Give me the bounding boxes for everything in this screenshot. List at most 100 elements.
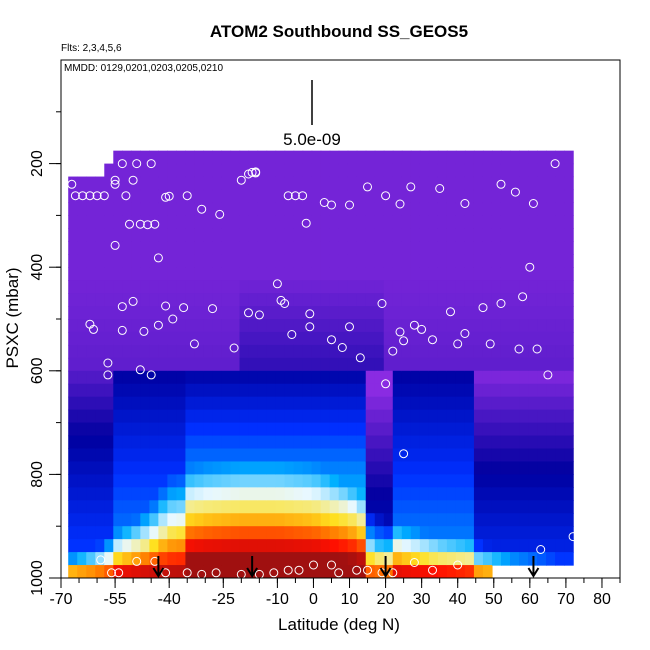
heatmap-cell (383, 319, 394, 333)
heatmap-cell (140, 409, 150, 424)
heatmap-cell (500, 526, 511, 540)
arrow-head (152, 567, 165, 578)
heatmap-cell (428, 435, 439, 450)
heatmap-cell (293, 280, 304, 294)
heatmap-cell (546, 163, 556, 178)
heatmap-cell (347, 500, 358, 514)
heatmap-cell (537, 487, 547, 501)
heatmap-cell (122, 357, 132, 372)
heatmap-cell (464, 344, 475, 359)
flight-point (236, 569, 246, 578)
heatmap-cell (203, 409, 214, 424)
heatmap-cell (356, 163, 367, 178)
heatmap-cell (176, 461, 187, 475)
heatmap-cell (491, 539, 502, 553)
heatmap-cell (482, 163, 493, 178)
heatmap-cell (473, 267, 484, 281)
heatmap-cell (537, 280, 547, 294)
heatmap-cell (356, 150, 367, 165)
heatmap-cell (140, 383, 150, 398)
heatmap-cell (77, 396, 87, 411)
arrow-marker (152, 556, 165, 578)
heatmap-cell (230, 500, 241, 514)
heatmap-cell (491, 254, 502, 268)
heatmap-cell (176, 526, 187, 540)
heatmap-cell (167, 163, 178, 178)
heatmap-cell (266, 228, 277, 242)
heatmap-cell (555, 293, 565, 307)
heatmap-cell (401, 409, 412, 424)
heatmap-cell (546, 448, 556, 463)
flight-point (528, 199, 538, 208)
heatmap-cell (302, 280, 313, 294)
heatmap-cell (95, 202, 105, 216)
flight-point (381, 379, 391, 389)
heatmap-cell (131, 435, 141, 450)
flight-point (363, 182, 372, 192)
heatmap-cell (446, 565, 457, 578)
heatmap-cell (338, 306, 349, 320)
heatmap-cell (347, 150, 358, 165)
heatmap-cell (284, 215, 295, 229)
heatmap-cell (77, 176, 87, 191)
heatmap-cell (419, 215, 430, 229)
heatmap-cell (491, 552, 502, 566)
heatmap-cell (257, 396, 268, 411)
heatmap-cell (230, 552, 241, 566)
heatmap-cell (302, 267, 313, 281)
heatmap-cell (158, 500, 168, 514)
heatmap-cell (221, 280, 232, 294)
heatmap-cell (320, 526, 331, 540)
flight-point (182, 568, 192, 578)
heatmap-cell (158, 461, 168, 475)
flight-point (525, 262, 535, 272)
heatmap-cell (401, 422, 412, 437)
heatmap-cell (356, 228, 367, 242)
flight-point (139, 326, 149, 336)
heatmap-cell (302, 163, 313, 178)
flight-point (287, 330, 297, 339)
heatmap-cell (104, 448, 114, 463)
heatmap-cell (77, 539, 87, 553)
heatmap-cell (158, 357, 168, 372)
arrow-head (246, 567, 258, 578)
heatmap-cell (176, 500, 187, 514)
heatmap-cell (266, 267, 277, 281)
heatmap-cell (356, 357, 367, 372)
heatmap-cell (555, 409, 565, 424)
heatmap-cell (410, 448, 421, 463)
heatmap-cell (528, 370, 538, 385)
heatmap-cell (500, 461, 511, 475)
heatmap-cell (510, 474, 520, 488)
heatmap-cell (546, 513, 556, 527)
heatmap-cell (194, 202, 205, 216)
heatmap-cell (510, 319, 520, 333)
heatmap-cell (428, 202, 439, 216)
heatmap-cell (555, 513, 565, 527)
heatmap-cell (104, 176, 114, 191)
heatmap-cell (392, 163, 403, 178)
heatmap-cell (564, 150, 574, 165)
heatmap-cell (537, 513, 547, 527)
heatmap-cell (519, 526, 529, 540)
heatmap-cell (248, 500, 259, 514)
heatmap-cell (239, 357, 250, 372)
heatmap-cell (257, 228, 268, 242)
heatmap-cell (311, 383, 322, 398)
heatmap-cell (546, 331, 556, 346)
heatmap-cell (491, 319, 502, 333)
heatmap-cell (320, 474, 331, 488)
heatmap-cell (293, 409, 304, 424)
heatmap-cell (428, 383, 439, 398)
heatmap-cell (311, 344, 322, 359)
heatmap-cell (149, 228, 159, 242)
heatmap-cell (555, 383, 565, 398)
flight-point (334, 568, 344, 578)
heatmap-cell (528, 189, 538, 204)
flight-points (67, 159, 578, 578)
heatmap-cell (392, 474, 403, 488)
heatmap-cell (446, 487, 457, 501)
heatmap-cell (473, 331, 484, 346)
heatmap-cell (203, 396, 214, 411)
heatmap-cell (257, 254, 268, 268)
